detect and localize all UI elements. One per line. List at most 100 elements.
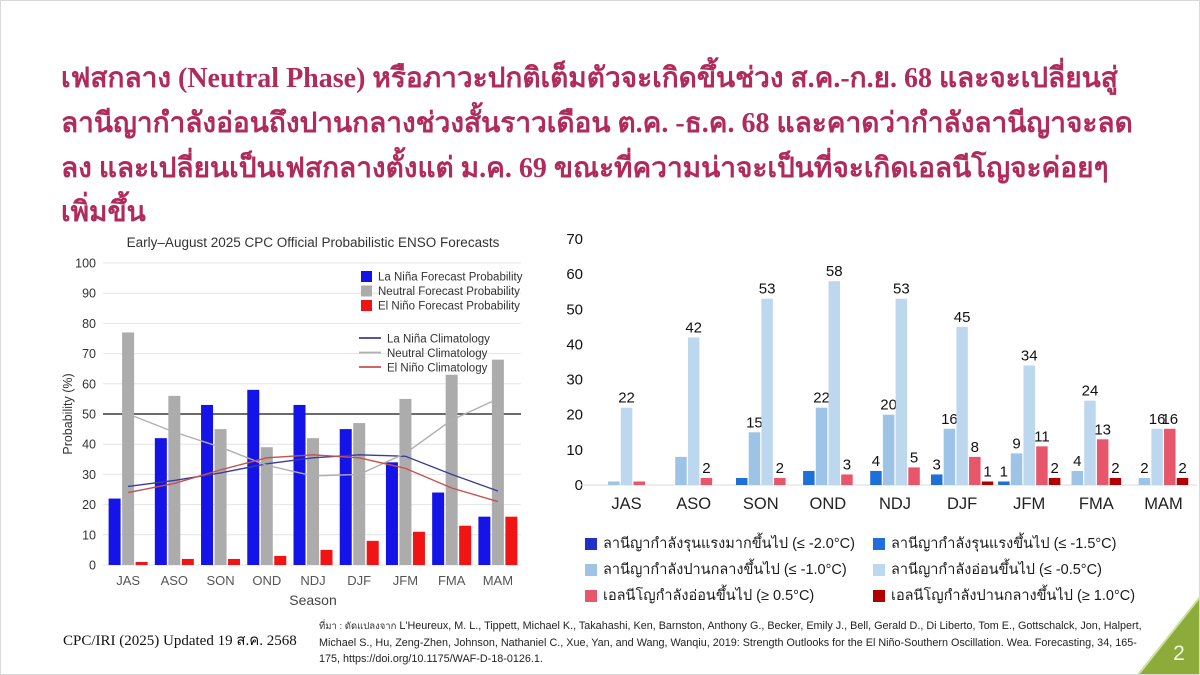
svg-text:3: 3 — [933, 456, 941, 473]
legend-swatch-icon — [585, 563, 597, 576]
legend-label: ลานีญากำลังปานกลางขึ้นไป (≤ -1.0°C) — [603, 562, 847, 578]
svg-text:58: 58 — [826, 263, 843, 280]
svg-text:DJF: DJF — [347, 573, 371, 588]
svg-text:2: 2 — [1111, 460, 1119, 477]
svg-text:La Niña Forecast Probability: La Niña Forecast Probability — [378, 272, 523, 284]
svg-text:OND: OND — [810, 495, 847, 513]
svg-text:20: 20 — [566, 407, 583, 424]
svg-text:FMA: FMA — [438, 573, 466, 588]
svg-text:8: 8 — [971, 439, 979, 456]
svg-text:Neutral Climatology: Neutral Climatology — [387, 348, 488, 360]
svg-text:MAM: MAM — [483, 573, 513, 588]
svg-text:45: 45 — [954, 309, 971, 326]
svg-text:JAS: JAS — [611, 495, 641, 513]
svg-text:ASO: ASO — [676, 495, 711, 513]
svg-text:53: 53 — [759, 281, 776, 298]
legend-item-6: เอลนีโญกำลังปานกลางขึ้นไป (≥ 1.0°C) — [873, 584, 1185, 607]
svg-text:40: 40 — [82, 438, 96, 452]
legend-label: ลานีญากำลังอ่อนขึ้นไป (≤ -0.5°C) — [891, 562, 1102, 578]
svg-text:JFM: JFM — [1013, 495, 1045, 513]
svg-text:22: 22 — [618, 390, 635, 407]
svg-text:0: 0 — [89, 559, 96, 573]
svg-text:1: 1 — [1000, 463, 1008, 480]
legend-swatch-icon — [873, 537, 885, 550]
corner-triangle — [1137, 596, 1199, 674]
svg-text:Season: Season — [289, 592, 336, 608]
legend-item-3: ลานีญากำลังปานกลางขึ้นไป (≤ -1.0°C) — [585, 558, 873, 581]
legend-swatch-icon — [873, 563, 885, 576]
svg-text:Probability (%): Probability (%) — [61, 373, 75, 454]
svg-text:40: 40 — [566, 336, 583, 353]
svg-text:13: 13 — [1094, 421, 1111, 438]
svg-text:16: 16 — [1161, 411, 1178, 428]
svg-text:16: 16 — [1149, 411, 1166, 428]
svg-text:4: 4 — [872, 453, 880, 470]
slide-title: เฟสกลาง (Neutral Phase) หรือภาวะปกติเต็ม… — [61, 63, 1133, 229]
svg-text:24: 24 — [1082, 383, 1099, 400]
strength-chart-legend: ลานีญากำลังรุนแรงมากขึ้นไป (≤ -2.0°C) ลาน… — [585, 532, 1185, 607]
svg-text:20: 20 — [880, 397, 897, 414]
svg-text:30: 30 — [566, 372, 583, 389]
svg-text:3: 3 — [843, 456, 851, 473]
legend-swatch-icon — [585, 537, 597, 550]
svg-text:ASO: ASO — [161, 573, 188, 588]
svg-text:El Niño Climatology: El Niño Climatology — [387, 363, 488, 375]
citation-text: L'Heureux, M. L., Tippett, Michael K., T… — [319, 620, 1142, 666]
legend-swatch-icon — [873, 589, 885, 602]
svg-text:SON: SON — [743, 495, 779, 513]
svg-text:50: 50 — [82, 408, 96, 422]
svg-text:90: 90 — [82, 287, 96, 301]
svg-text:0: 0 — [575, 477, 583, 494]
svg-text:2: 2 — [1178, 460, 1186, 477]
legend-label: เอลนีโญกำลังปานกลางขึ้นไป (≥ 1.0°C) — [891, 588, 1136, 604]
svg-text:JAS: JAS — [116, 573, 140, 588]
svg-text:OND: OND — [252, 573, 281, 588]
legend-item-2: ลานีญากำลังรุนแรงขึ้นไป (≤ -1.5°C) — [873, 532, 1185, 555]
svg-text:20: 20 — [82, 498, 96, 512]
svg-text:50: 50 — [566, 301, 583, 318]
svg-text:60: 60 — [82, 377, 96, 391]
svg-text:4: 4 — [1073, 453, 1081, 470]
footer-source-left: CPC/IRI (2025) Updated 19 ส.ค. 2568 — [63, 633, 297, 649]
svg-text:Early–August 2025 CPC Official: Early–August 2025 CPC Official Probabili… — [127, 235, 500, 250]
svg-text:60: 60 — [566, 266, 583, 283]
svg-text:SON: SON — [206, 573, 234, 588]
svg-text:JFM: JFM — [393, 573, 418, 588]
svg-text:22: 22 — [813, 390, 830, 407]
svg-text:NDJ: NDJ — [879, 495, 911, 513]
svg-text:NDJ: NDJ — [300, 573, 325, 588]
svg-text:70: 70 — [82, 347, 96, 361]
svg-text:16: 16 — [941, 411, 958, 428]
enso-strength-outlook-chart: 01020304050607022JAS422ASO15532SON22583O… — [566, 231, 1197, 513]
page-number: 2 — [1173, 642, 1185, 665]
legend-item-4: ลานีญากำลังอ่อนขึ้นไป (≤ -0.5°C) — [873, 558, 1185, 581]
svg-text:80: 80 — [82, 317, 96, 331]
svg-text:11: 11 — [1034, 428, 1050, 445]
svg-text:DJF: DJF — [947, 495, 977, 513]
svg-text:El Niño Forecast Probability: El Niño Forecast Probability — [378, 301, 520, 313]
svg-text:2: 2 — [702, 460, 710, 477]
svg-text:1: 1 — [983, 463, 991, 480]
svg-text:100: 100 — [75, 257, 96, 271]
citation-block: ที่มา : ดัดแปลงจาก L'Heureux, M. L., Tip… — [319, 618, 1145, 668]
cpc-probabilistic-enso-chart: Early–August 2025 CPC Official Probabili… — [61, 235, 523, 608]
svg-text:5: 5 — [910, 449, 918, 466]
svg-text:34: 34 — [1021, 348, 1038, 365]
svg-text:2: 2 — [1140, 460, 1148, 477]
svg-text:15: 15 — [746, 414, 763, 431]
svg-text:70: 70 — [566, 231, 583, 248]
svg-text:2: 2 — [776, 460, 784, 477]
svg-text:2: 2 — [1050, 460, 1058, 477]
svg-text:10: 10 — [566, 442, 583, 459]
svg-text:10: 10 — [82, 528, 96, 542]
legend-item-1: ลานีญากำลังรุนแรงมากขึ้นไป (≤ -2.0°C) — [585, 532, 873, 555]
legend-swatch-icon — [585, 589, 597, 602]
legend-label: เอลนีโญกำลังอ่อนขึ้นไป (≥ 0.5°C) — [603, 588, 815, 604]
legend-item-5: เอลนีโญกำลังอ่อนขึ้นไป (≥ 0.5°C) — [585, 584, 873, 607]
svg-text:MAM: MAM — [1144, 495, 1183, 513]
svg-text:9: 9 — [1012, 435, 1020, 452]
legend-label: ลานีญากำลังรุนแรงขึ้นไป (≤ -1.5°C) — [891, 536, 1117, 552]
svg-text:42: 42 — [685, 319, 702, 336]
citation-prefix: ที่มา : ดัดแปลงจาก — [319, 621, 397, 632]
